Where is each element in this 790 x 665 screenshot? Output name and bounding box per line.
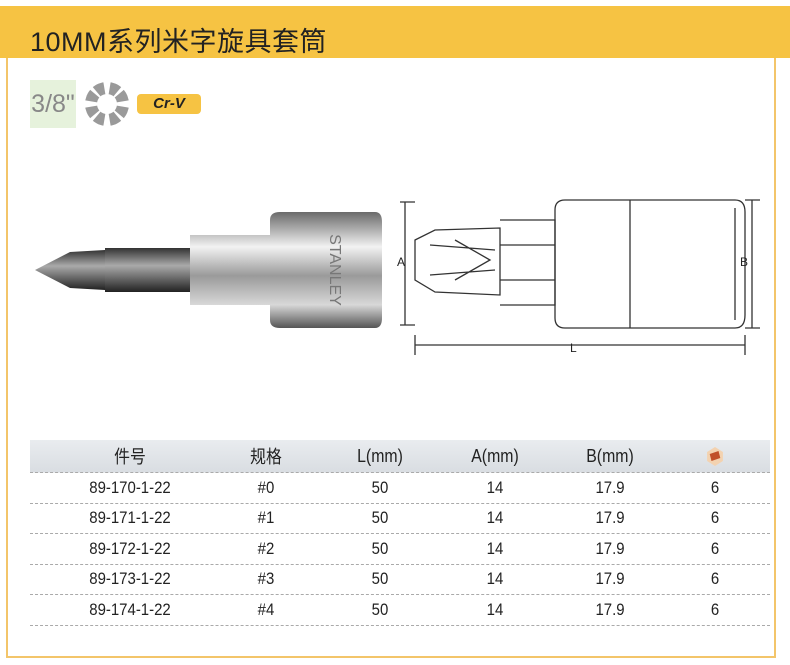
cell-length: 50 [371,477,389,497]
cell-pack-qty: 6 [710,599,720,619]
spec-table: 件号 规格 L(mm) A(mm) B(mm) 89-170-1-22 #0 50 1… [30,440,770,626]
table-row: 89-171-1-22 #1 50 14 17.9 6 [30,504,770,534]
cell-b-size: 17.9 [595,599,625,619]
page-title: 10MM系列米字旋具套筒 [30,27,328,57]
cell-a-size: 14 [486,569,504,589]
cell-b-size: 17.9 [595,538,625,558]
cell-b-size: 17.9 [595,569,625,589]
cell-length: 50 [371,569,389,589]
brand-engraving: STANLEY [326,234,343,306]
col-length: L(mm) [357,445,403,466]
bottom-border [6,656,776,658]
cell-pack-qty: 6 [710,508,720,528]
title-band: 10MM系列米字旋具套筒 [0,6,790,58]
cell-spec: #2 [257,538,275,558]
table-header: 件号 规格 L(mm) A(mm) B(mm) [30,440,770,473]
box-quantity-icon [684,440,746,472]
col-spec: 规格 [250,447,282,467]
cell-part-number: 89-174-1-22 [89,599,171,619]
cell-b-size: 17.9 [595,508,625,528]
col-a: A(mm) [471,445,519,466]
left-border [6,58,8,658]
table-row: 89-170-1-22 #0 50 14 17.9 6 [30,473,770,504]
cell-spec: #0 [257,477,275,497]
cell-pack-qty: 6 [710,477,720,497]
col-part-number: 件号 [114,447,146,467]
cell-a-size: 14 [486,599,504,619]
cell-a-size: 14 [486,538,504,558]
cell-length: 50 [371,599,389,619]
dimension-a-label: A [397,255,405,269]
cell-b-size: 17.9 [595,477,625,497]
cell-part-number: 89-170-1-22 [89,477,171,497]
socket-bit-photo: STANLEY [35,212,382,328]
table-row: 89-172-1-22 #2 50 14 17.9 6 [30,534,770,565]
cell-length: 50 [371,538,389,558]
cell-spec: #1 [257,508,275,528]
col-b: B(mm) [586,445,634,466]
cell-spec: #3 [257,569,275,589]
cell-spec: #4 [257,599,275,619]
right-border [774,58,776,658]
cell-part-number: 89-173-1-22 [89,569,171,589]
dimension-l-label: L [570,341,577,355]
drive-size-label: 3/8" [30,80,76,128]
cell-length: 50 [371,508,389,528]
material-badge: Cr-V [137,94,201,114]
dimension-diagram: A B L [397,199,760,355]
table-row: 89-173-1-22 #3 50 14 17.9 6 [30,565,770,595]
table-row: 89-174-1-22 #4 50 14 17.9 6 [30,595,770,626]
cell-pack-qty: 6 [710,569,720,589]
dimension-b-label: B [740,255,748,269]
cell-a-size: 14 [486,508,504,528]
cell-part-number: 89-171-1-22 [89,508,171,528]
cell-part-number: 89-172-1-22 [89,538,171,558]
cell-a-size: 14 [486,477,504,497]
cell-pack-qty: 6 [710,538,720,558]
12-point-socket-icon [83,80,131,128]
